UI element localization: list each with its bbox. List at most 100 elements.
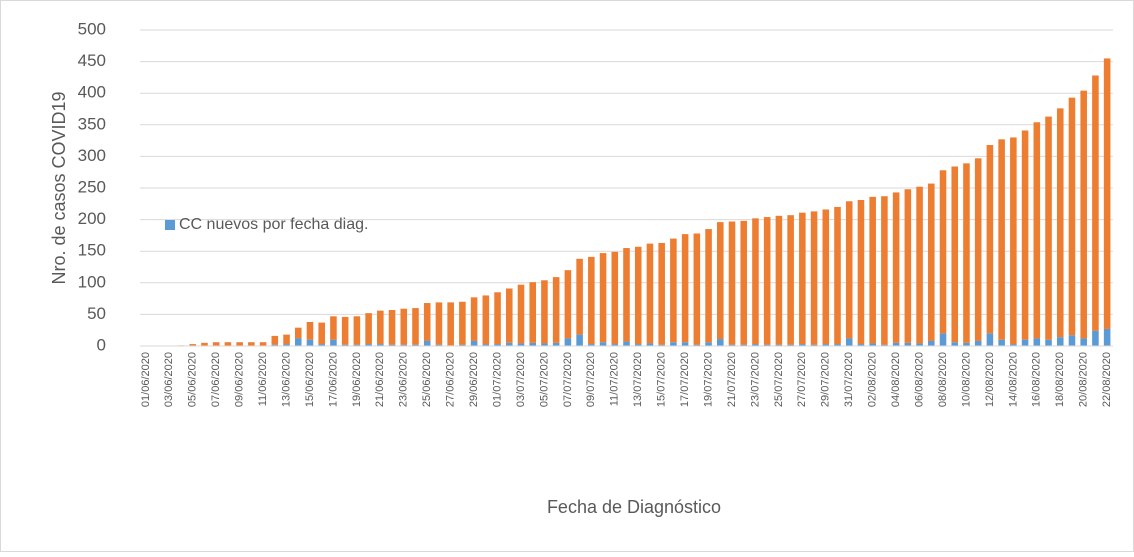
bar-segment <box>599 253 607 343</box>
x-tick-label: 31/07/2020 <box>843 352 855 407</box>
y-tick-label: 300 <box>78 146 106 165</box>
bar-segment <box>810 211 818 345</box>
bar-segment <box>330 339 337 346</box>
bar-segment <box>775 344 783 346</box>
bar-segment <box>845 338 853 346</box>
bar-segment <box>681 342 689 346</box>
bar-segment <box>963 163 970 343</box>
bar-segment <box>857 344 865 346</box>
bar-segment <box>1103 58 1111 329</box>
bar-segment <box>717 339 724 346</box>
x-tick-label: 05/07/2020 <box>538 352 550 407</box>
bar-segment <box>681 234 689 343</box>
bar-segment <box>353 316 361 345</box>
bar-segment <box>330 316 337 340</box>
bar-segment <box>1103 328 1111 346</box>
bar-segment <box>423 340 431 346</box>
x-tick-label: 15/06/2020 <box>304 352 316 407</box>
bar-segment <box>1021 130 1029 340</box>
bar-segment <box>646 243 654 344</box>
bar-segment <box>986 333 994 346</box>
x-tick-label: 11/07/2020 <box>609 352 621 406</box>
x-tick-label: 17/06/2020 <box>327 352 339 407</box>
bar-segment <box>646 343 654 346</box>
bar-segment <box>998 339 1005 346</box>
bar-segment <box>951 166 959 343</box>
bar-segment <box>740 220 748 345</box>
y-axis-title: Nro. de casos COVID19 <box>49 91 69 284</box>
bar-segment <box>1033 122 1041 339</box>
bar-segment <box>869 196 876 344</box>
bar-segment <box>998 139 1005 340</box>
bar-segment <box>951 342 959 346</box>
bar-segment <box>986 145 994 334</box>
x-tick-label: 23/06/2020 <box>398 352 410 407</box>
bar-segment <box>599 342 607 346</box>
x-tick-label: 23/07/2020 <box>749 352 761 407</box>
y-tick-label: 450 <box>78 51 106 70</box>
bar-segment <box>752 218 759 345</box>
bar-segment <box>552 277 560 343</box>
bar-segment <box>306 339 314 346</box>
bar-segment <box>494 344 501 346</box>
x-tick-label: 09/07/2020 <box>585 352 597 407</box>
y-tick-label: 250 <box>78 177 106 196</box>
bar-segment <box>928 183 935 341</box>
bar-segment <box>248 342 255 346</box>
bar-segment <box>822 344 830 346</box>
bar-segment <box>799 212 806 345</box>
bar-segment <box>517 343 525 346</box>
x-tick-label: 18/08/2020 <box>1054 352 1066 407</box>
bar-segment <box>1045 339 1052 346</box>
bar-segment <box>892 342 900 346</box>
bar-segment <box>1092 330 1099 346</box>
x-tick-label: 22/08/2020 <box>1101 352 1113 407</box>
bar-segment <box>318 322 325 345</box>
bar-segment <box>845 201 853 339</box>
x-axis-title: Fecha de Diagnóstico <box>547 497 721 517</box>
bar-segment <box>881 344 888 346</box>
y-tick-label: 0 <box>97 335 106 354</box>
bar-segment <box>470 340 478 346</box>
x-tick-label: 27/06/2020 <box>445 352 457 407</box>
bar-segment <box>283 344 290 346</box>
bar-segment <box>611 344 619 346</box>
bar-segment <box>353 344 361 346</box>
bar-segment <box>412 344 419 346</box>
bar-segment <box>1045 116 1052 340</box>
bar-segment <box>294 338 302 346</box>
bar-segment <box>634 246 642 345</box>
bar-segment <box>576 258 583 335</box>
bar-segment <box>728 344 736 346</box>
x-tick-label: 16/08/2020 <box>1031 352 1043 407</box>
bar-segment <box>1033 338 1041 346</box>
bar-segment <box>857 200 865 345</box>
bar-segment <box>763 344 771 346</box>
bar-segment <box>974 158 982 341</box>
x-tick-label: 01/07/2020 <box>491 352 503 407</box>
bar-segment <box>564 338 572 346</box>
bar-segment <box>189 344 197 346</box>
bar-segment <box>939 333 947 346</box>
bar-segment <box>576 334 583 346</box>
x-tick-label: 03/06/2020 <box>163 352 175 407</box>
bar-segment <box>834 206 841 345</box>
bar-segment <box>377 310 384 345</box>
bar-segment <box>623 248 630 342</box>
bar-segment <box>588 256 595 345</box>
bar-segment <box>670 342 677 346</box>
x-tick-label: 20/08/2020 <box>1078 352 1090 407</box>
bar-segment <box>1068 335 1076 346</box>
bar-segment <box>271 335 279 345</box>
bar-segment <box>1021 339 1029 346</box>
bar-segment <box>904 189 912 343</box>
x-tick-label: 05/06/2020 <box>187 352 199 407</box>
bar-segment <box>1068 97 1076 336</box>
bar-segment <box>400 344 408 346</box>
bar-segment <box>763 217 771 345</box>
bar-segment <box>588 344 595 346</box>
x-tick-label: 29/07/2020 <box>820 352 832 407</box>
bar-segment <box>693 233 701 345</box>
bar-segment <box>212 342 220 346</box>
